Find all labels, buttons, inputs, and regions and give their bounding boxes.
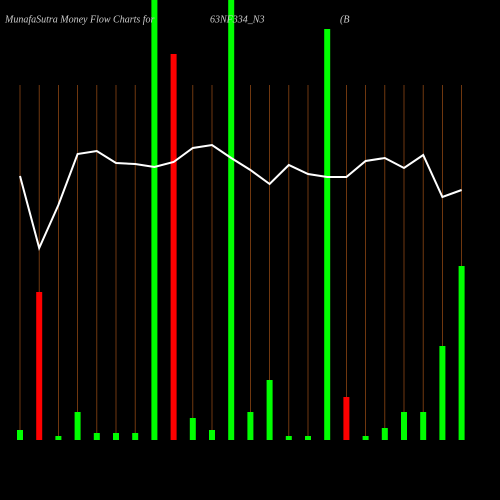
chart-title: MunafaSutra Money Flow Charts for: [4, 14, 155, 25]
bar: [189, 418, 196, 440]
money-flow-line: [19, 143, 462, 251]
bar: [55, 436, 62, 440]
bar: [113, 433, 119, 440]
bar: [458, 266, 465, 440]
bar: [266, 380, 273, 440]
bar: [17, 430, 23, 440]
bar: [228, 0, 235, 440]
chart-title: (B: [340, 14, 349, 25]
bar: [247, 412, 254, 440]
bar: [305, 436, 311, 440]
line-layer: [19, 143, 462, 251]
bar: [74, 412, 81, 440]
chart-title: 63NF334_N3: [210, 14, 264, 25]
bar: [362, 436, 369, 440]
bar: [401, 412, 407, 440]
bar: [285, 436, 292, 440]
bars: [17, 0, 465, 440]
bar: [151, 0, 158, 440]
bar: [170, 54, 177, 440]
bar: [36, 292, 43, 440]
bar: [209, 430, 215, 440]
bar: [324, 29, 331, 440]
bar: [343, 397, 350, 440]
bar: [93, 433, 100, 440]
bar: [381, 428, 388, 440]
bar: [132, 433, 139, 440]
bar: [439, 346, 446, 440]
bar: [420, 412, 427, 440]
